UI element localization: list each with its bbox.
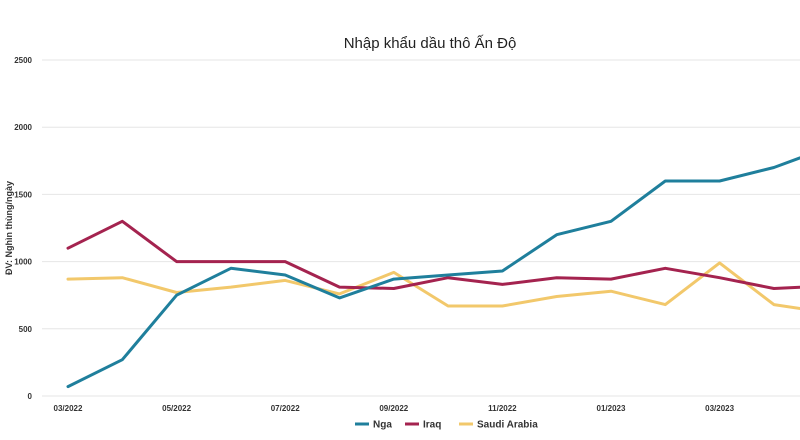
y-tick-label: 2500 bbox=[14, 56, 32, 65]
y-axis-label: ĐV: Nghìn thùng/ngày bbox=[4, 181, 14, 275]
y-tick-label: 2000 bbox=[14, 123, 32, 132]
series-line-nga bbox=[66, 156, 800, 389]
legend-label: Nga bbox=[373, 420, 392, 431]
y-tick-labels: 0 500 1000 1500 2000 2500 bbox=[14, 56, 32, 401]
x-tick-label: 01/2023 bbox=[597, 404, 626, 413]
y-tick-label: 1000 bbox=[14, 258, 32, 267]
series-line-iraq bbox=[66, 219, 800, 290]
series-line-saudi-arabia bbox=[66, 261, 800, 311]
y-tick-label: 500 bbox=[19, 325, 33, 334]
legend-label: Iraq bbox=[423, 420, 441, 431]
x-tick-label: 07/2022 bbox=[271, 404, 300, 413]
chart-title: Nhập khẩu dầu thô Ấn Độ bbox=[344, 35, 517, 52]
x-tick-label: 03/2023 bbox=[705, 404, 734, 413]
series-lines bbox=[66, 156, 800, 389]
legend: Nga Iraq Saudi Arabia bbox=[355, 420, 538, 431]
x-tick-label: 03/2022 bbox=[54, 404, 83, 413]
x-tick-label: 09/2022 bbox=[379, 404, 408, 413]
x-tick-labels: 03/2022 05/2022 07/2022 09/2022 11/2022 01/20… bbox=[54, 404, 735, 413]
y-tick-label: 1500 bbox=[14, 190, 32, 199]
x-tick-label: 05/2022 bbox=[162, 404, 191, 413]
legend-label: Saudi Arabia bbox=[477, 420, 538, 431]
y-tick-label: 0 bbox=[28, 392, 33, 401]
grid-lines bbox=[42, 59, 800, 397]
x-tick-label: 11/2022 bbox=[488, 404, 517, 413]
